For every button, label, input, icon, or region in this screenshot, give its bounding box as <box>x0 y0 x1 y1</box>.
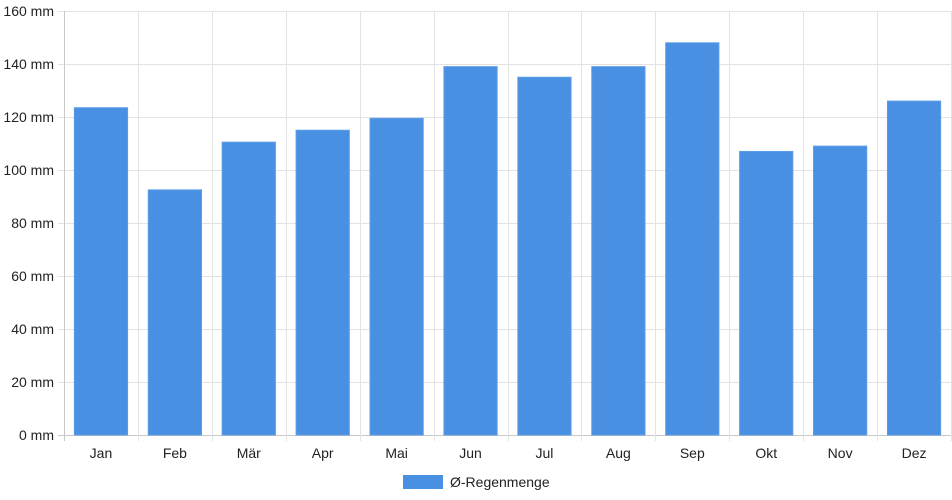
bar-jul[interactable] <box>517 76 572 436</box>
y-tick-label: 160 mm <box>3 3 54 19</box>
y-tick-label: 60 mm <box>11 268 54 284</box>
x-axis-tick-labels: Jan Feb Mär Apr Mai Jun Jul Aug Sep Okt Nov Dez <box>90 445 927 461</box>
bar-okt[interactable] <box>739 150 794 436</box>
bar-apr[interactable] <box>295 129 350 436</box>
bar-series <box>73 42 942 436</box>
bar-jun[interactable] <box>443 66 498 436</box>
y-tick-label: 140 mm <box>3 56 54 72</box>
y-axis-tick-labels: 0 mm 20 mm 40 mm 60 mm 80 mm 100 mm 120 mm 140 … <box>3 3 54 443</box>
chart-legend[interactable]: Ø-Regenmenge <box>403 474 550 490</box>
x-tick-label: Feb <box>163 445 187 461</box>
bar-jan[interactable] <box>73 107 129 436</box>
x-tick-label: Jul <box>536 445 554 461</box>
x-tick-label: Apr <box>312 445 334 461</box>
y-tick-label: 20 mm <box>11 374 54 390</box>
x-tick-label: Okt <box>755 445 777 461</box>
x-tick-label: Nov <box>828 445 853 461</box>
bar-mai[interactable] <box>369 117 424 436</box>
y-tick-label: 100 mm <box>3 162 54 178</box>
bar-dez[interactable] <box>886 100 942 436</box>
bar-mär[interactable] <box>221 141 276 436</box>
x-tick-label: Aug <box>606 445 631 461</box>
x-tick-label: Jan <box>90 445 113 461</box>
y-tick-label: 40 mm <box>11 321 54 337</box>
bar-aug[interactable] <box>591 66 646 436</box>
x-tick-label: Mai <box>385 445 408 461</box>
x-tick-label: Sep <box>680 445 705 461</box>
y-tick-label: 120 mm <box>3 109 54 125</box>
y-tick-label: 0 mm <box>19 427 54 443</box>
x-tick-label: Dez <box>902 445 927 461</box>
legend-label[interactable]: Ø-Regenmenge <box>450 474 550 490</box>
legend-swatch[interactable] <box>403 475 443 489</box>
bar-sep[interactable] <box>665 42 720 436</box>
x-tick-label: Jun <box>459 445 482 461</box>
y-tick-label: 80 mm <box>11 215 54 231</box>
x-tick-label: Mär <box>237 445 261 461</box>
bar-feb[interactable] <box>147 189 202 436</box>
bar-nov[interactable] <box>813 145 868 436</box>
